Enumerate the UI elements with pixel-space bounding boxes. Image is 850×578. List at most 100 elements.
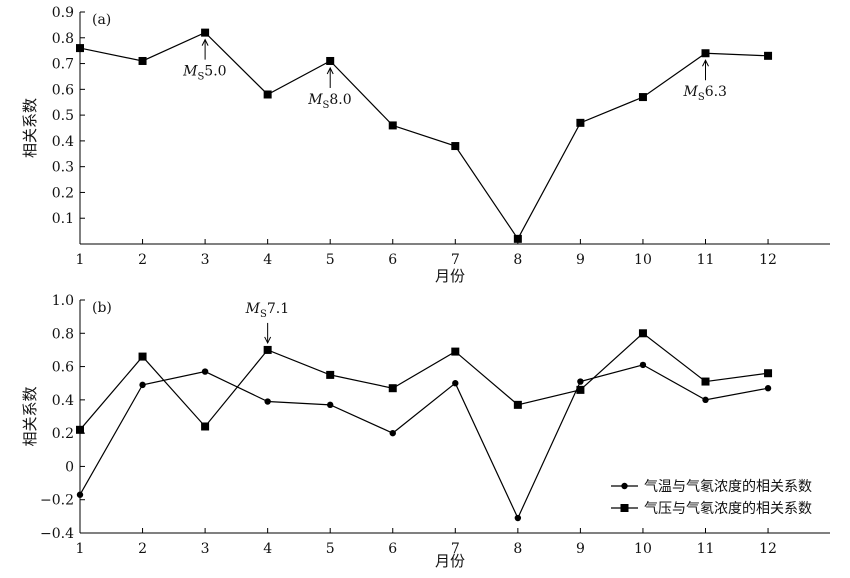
data-point-square [764, 369, 773, 378]
x-tick-label: 11 [697, 541, 715, 557]
data-point-square [201, 422, 210, 431]
annotation-arrow-head [264, 336, 272, 345]
y-tick-label: 0.7 [52, 57, 74, 73]
data-point-square [638, 329, 647, 338]
data-point-square [513, 400, 522, 409]
data-point-square [638, 93, 647, 102]
y-tick-label: 0.3 [52, 160, 74, 176]
x-tick-label: 12 [759, 252, 777, 268]
data-point-circle [139, 381, 146, 389]
x-tick-label: 8 [513, 541, 522, 557]
annotation-label: MS8.0 [307, 92, 351, 111]
x-axis-title: 月份 [435, 552, 465, 570]
x-tick-label: 1 [76, 252, 85, 268]
y-tick-label: 0.1 [52, 211, 74, 227]
magnitude-annotation: MS6.3 [683, 59, 727, 103]
data-point-circle [702, 396, 709, 404]
y-tick-label: 0.8 [52, 326, 74, 342]
x-tick-label: 10 [634, 541, 652, 557]
x-tick-label: 12 [759, 541, 777, 557]
annotation-arrow-head [702, 59, 709, 67]
legend-marker-circle [621, 482, 628, 490]
x-tick-label: 10 [634, 252, 652, 268]
y-tick-label: 0.6 [52, 82, 74, 98]
data-point-circle [514, 514, 522, 522]
data-point-circle [764, 385, 772, 392]
data-point-square [701, 377, 710, 386]
annotation-arrow-head [201, 38, 209, 46]
x-tick-label: 4 [263, 252, 272, 268]
x-tick-label: 4 [263, 541, 272, 557]
x-tick-label: 9 [576, 252, 585, 268]
data-point-square [576, 385, 585, 394]
x-tick-label: 9 [576, 541, 585, 557]
chart-panel-b: −0.4−0.200.20.40.60.81.01 2 3 4 5 6 7 8 9 10 11 12月… [21, 293, 830, 570]
chart-panel-a: 0.10.20.30.40.50.60.70.80.91 2 3 4 5 6 7 8 9 10 11… [21, 5, 830, 285]
data-point-square [576, 118, 585, 127]
panel-label: (a) [92, 12, 111, 28]
x-tick-label: 3 [201, 252, 210, 268]
data-point-square [388, 121, 397, 130]
x-tick-label: 1 [76, 541, 85, 557]
y-axis-title: 相关系数 [21, 98, 39, 158]
annotation-arrow-head [326, 66, 334, 75]
y-tick-label: −0.4 [40, 526, 74, 542]
annotation-label: MS7.1 [245, 301, 289, 320]
data-point-circle [452, 380, 459, 387]
data-point-square [764, 51, 773, 60]
y-axis-title: 相关系数 [21, 386, 39, 446]
x-tick-label: 3 [201, 541, 210, 557]
x-tick-label: 8 [513, 252, 522, 268]
y-tick-label: 1.0 [52, 293, 74, 309]
annotation-label: MS5.0 [182, 64, 226, 83]
data-point-circle [76, 491, 84, 498]
x-tick-label: 6 [388, 252, 397, 268]
data-point-square [138, 56, 147, 65]
y-tick-label: 0.6 [52, 360, 74, 376]
data-point-square [138, 352, 147, 361]
data-point-square [701, 49, 710, 58]
y-tick-label: 0.5 [52, 108, 74, 124]
data-point-circle [201, 368, 209, 375]
data-point-circle [327, 401, 334, 409]
legend-label: 气温与气氡浓度的相关系数 [644, 478, 812, 495]
y-tick-label: 0.4 [52, 134, 74, 150]
x-axis-title: 月份 [435, 267, 465, 285]
panel-label: (b) [92, 300, 112, 316]
y-tick-label: 0.8 [52, 31, 74, 47]
x-tick-label: 7 [451, 252, 460, 268]
y-tick-label: 0.2 [52, 185, 74, 201]
data-point-square [513, 234, 522, 243]
series-line-0 [79, 364, 769, 520]
data-point-square [388, 384, 397, 393]
x-tick-label: 5 [326, 541, 335, 557]
legend-label: 气压与气氡浓度的相关系数 [644, 500, 812, 517]
data-point-square [451, 142, 460, 151]
data-point-circle [264, 398, 271, 405]
x-tick-label: 6 [388, 541, 397, 557]
x-tick-label: 2 [138, 252, 147, 268]
y-tick-label: 0.9 [52, 5, 74, 21]
data-point-circle [389, 429, 396, 437]
y-tick-label: −0.2 [40, 493, 74, 509]
magnitude-annotation: MS7.1 [245, 301, 289, 345]
legend-marker-square [620, 504, 629, 512]
y-tick-label: 0.2 [52, 426, 74, 442]
y-tick-label: 0.4 [52, 393, 74, 409]
data-point-square [201, 28, 210, 37]
x-tick-label: 7 [451, 541, 460, 557]
data-point-square [76, 425, 84, 434]
data-point-square [451, 347, 460, 356]
data-point-circle [577, 378, 584, 385]
series-line-1 [79, 332, 769, 431]
data-point-square [76, 44, 84, 53]
data-point-square [263, 345, 272, 354]
x-tick-label: 11 [697, 252, 715, 268]
magnitude-annotation: MS5.0 [182, 38, 227, 83]
data-point-square [263, 90, 272, 99]
x-tick-label: 2 [138, 541, 147, 557]
data-point-circle [639, 361, 647, 369]
series-line-0 [79, 31, 769, 241]
